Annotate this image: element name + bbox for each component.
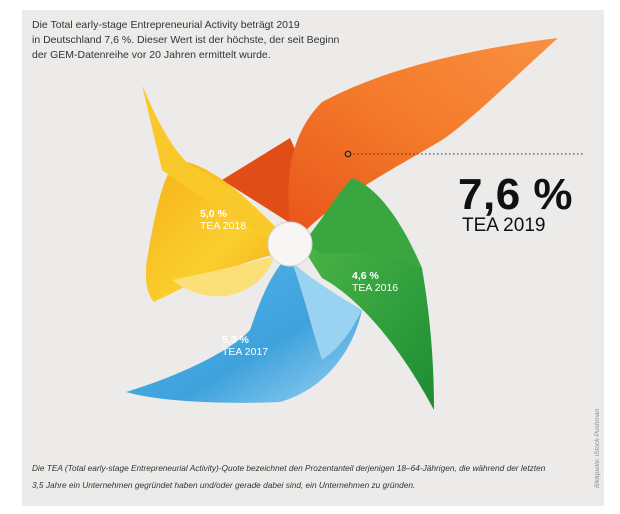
blade-2017 (126, 260, 362, 403)
blade-2016-top (304, 178, 422, 268)
label-2017-name: TEA 2017 (222, 346, 269, 358)
pinwheel-chart (126, 38, 584, 410)
image-credit: Bildquelle: iStock-Pushman (594, 408, 601, 488)
label-2018-value: 5,0 % (200, 208, 227, 220)
highlight-year: TEA 2019 (462, 215, 546, 236)
blade-2018-main (145, 161, 282, 302)
label-2016-value: 4,6 % (352, 270, 379, 282)
highlight-value: 7,6 % (458, 170, 574, 219)
blade-2016-main (304, 239, 434, 410)
label-2016-name: TEA 2016 (352, 282, 399, 294)
label-2018: 5,0 % TEA 2018 (200, 208, 246, 232)
blade-2018-fold (142, 85, 282, 242)
footnote-line: 3,5 Jahre ein Unternehmen gegründet habe… (32, 480, 416, 490)
blade-2018-underside (172, 256, 274, 297)
label-2016: 4,6 % TEA 2016 (352, 270, 398, 294)
label-2017: 5,3 % TEA 2017 (222, 334, 268, 358)
label-2018-name: TEA 2018 (200, 220, 247, 232)
infographic-frame: Die Total early-stage Entrepreneurial Ac… (22, 10, 604, 506)
pinwheel-hub (267, 221, 313, 267)
leader-dot (344, 150, 352, 158)
footnote-line: Die TEA (Total early-stage Entrepreneuri… (32, 463, 546, 473)
blade-2018 (142, 85, 282, 302)
blade-2016 (304, 178, 434, 410)
intro-text: Die Total early-stage Entrepreneurial Ac… (32, 18, 432, 63)
blade-2017-fold (292, 262, 362, 360)
footnote: Die TEA (Total early-stage Entrepreneuri… (32, 460, 572, 494)
intro-line: in Deutschland 7,6 %. Dieser Wert ist de… (32, 34, 340, 46)
label-2017-value: 5,3 % (222, 334, 249, 346)
intro-line: Die Total early-stage Entrepreneurial Ac… (32, 19, 300, 31)
intro-line: der GEM-Datenreihe vor 20 Jahren ermitte… (32, 49, 271, 61)
value-leader (344, 150, 584, 158)
